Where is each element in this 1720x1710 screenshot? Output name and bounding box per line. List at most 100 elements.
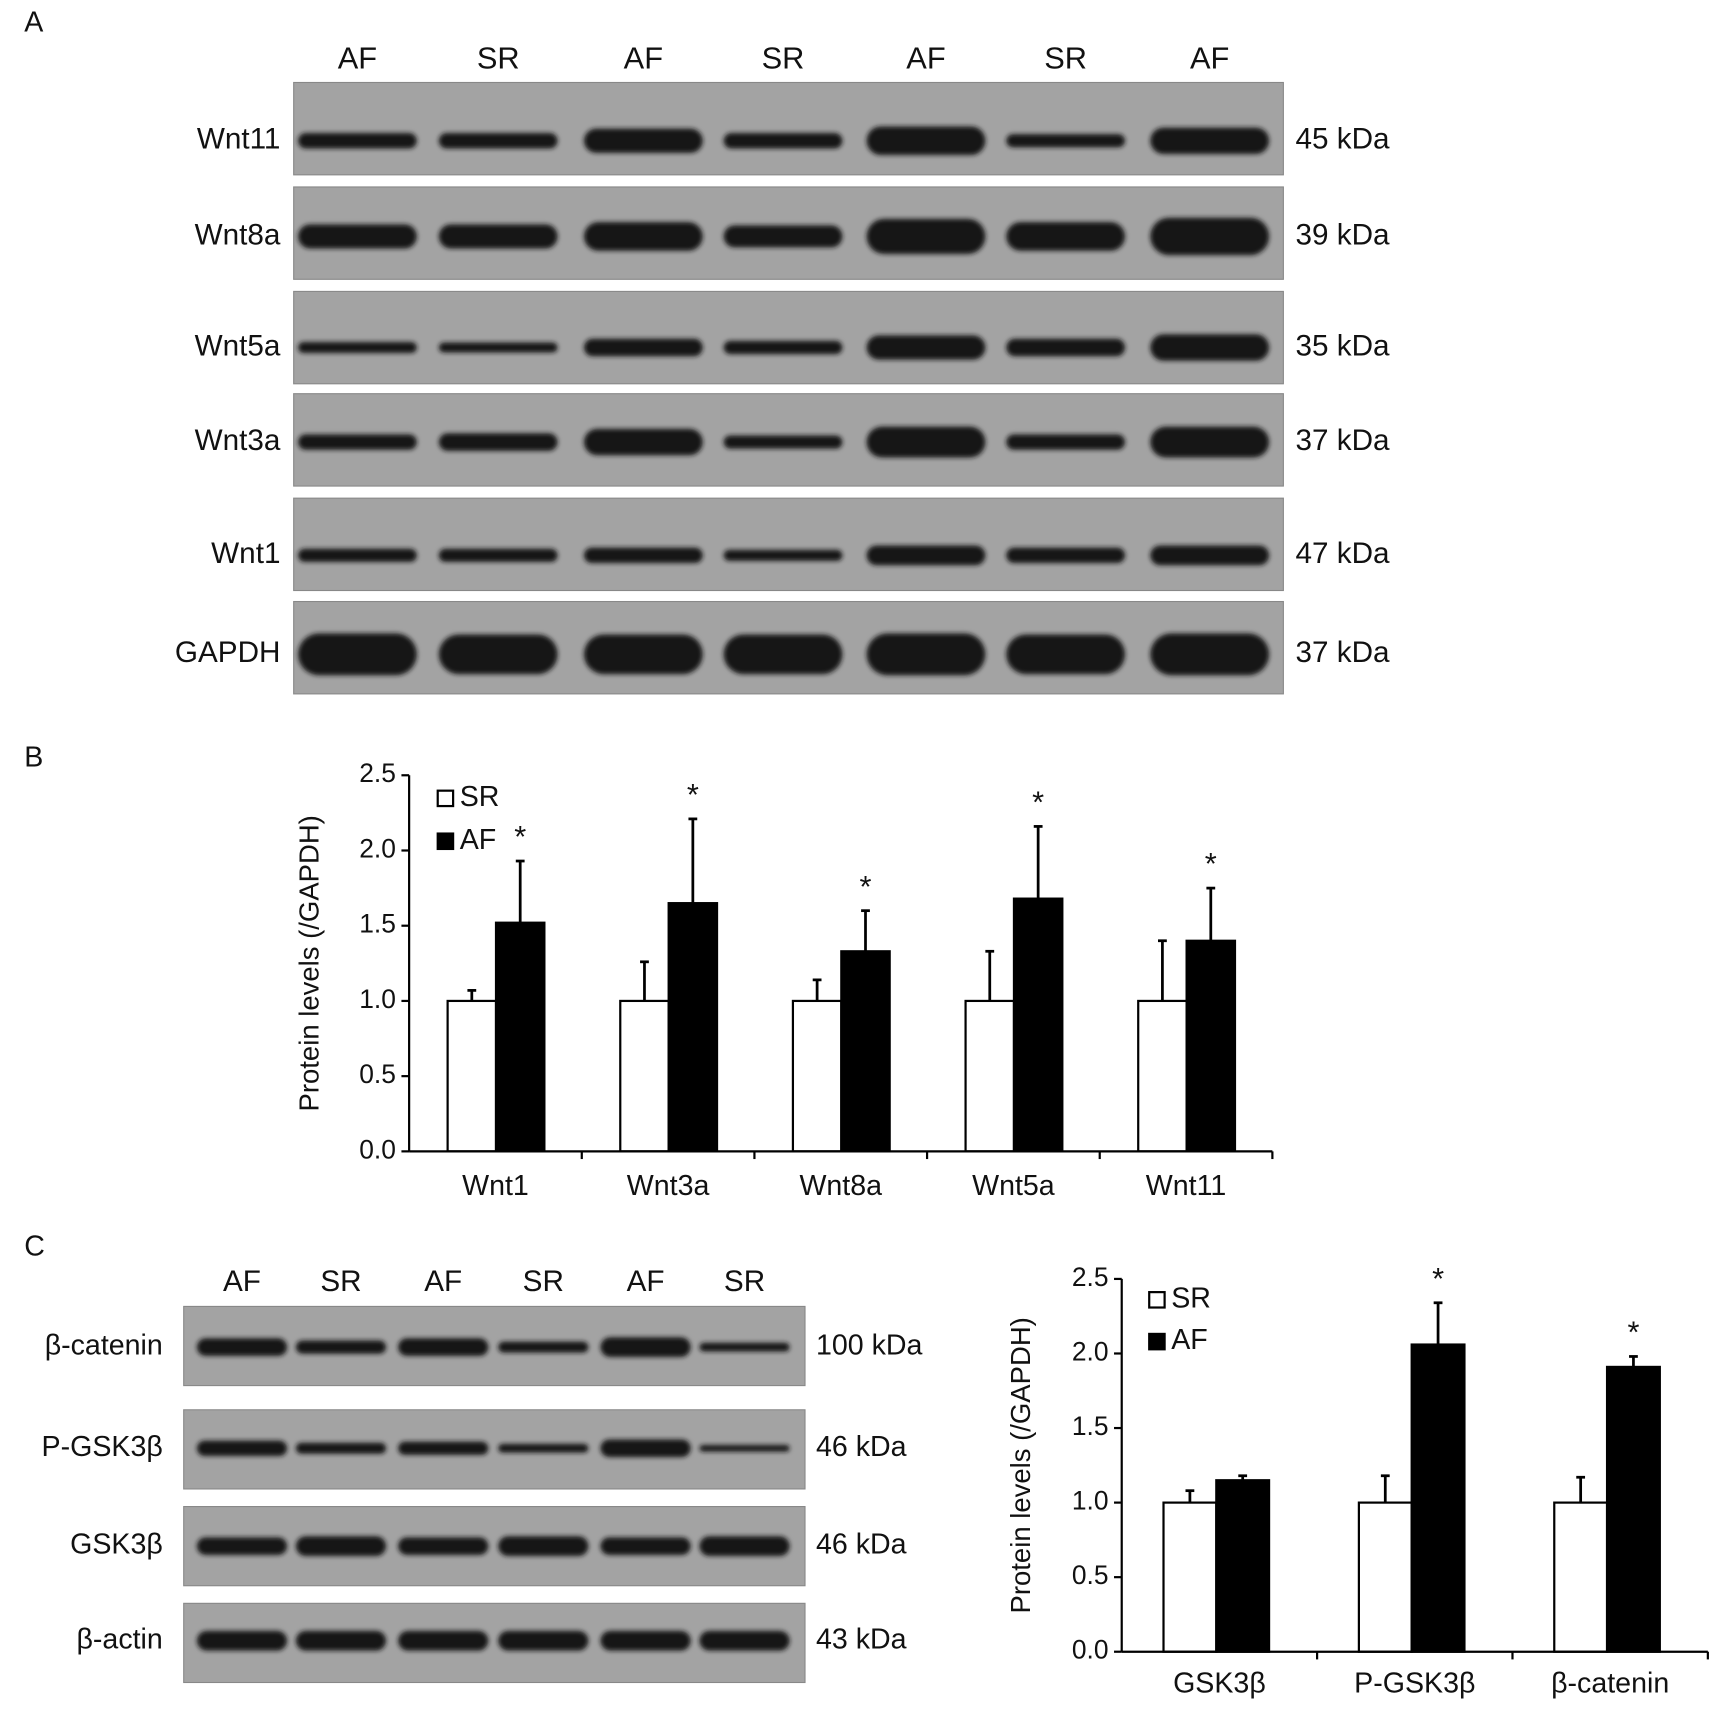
legend-label: AF xyxy=(460,824,497,856)
band xyxy=(583,128,703,153)
bar xyxy=(446,999,498,1153)
band xyxy=(1006,434,1126,450)
size-label: 46 kDa xyxy=(816,1431,907,1463)
y-tick-label: 2.5 xyxy=(1072,1262,1109,1292)
error-bar xyxy=(985,949,995,1001)
y-tick-label: 2.0 xyxy=(1072,1336,1109,1366)
band xyxy=(298,342,417,353)
band xyxy=(398,1338,489,1356)
legend-label: SR xyxy=(1171,1282,1211,1314)
band xyxy=(298,434,417,450)
band xyxy=(295,1536,387,1557)
significance-mark: * xyxy=(514,819,526,854)
band xyxy=(498,1630,589,1651)
lane-label: SR xyxy=(762,41,805,76)
lane-label: AF xyxy=(906,41,945,76)
band xyxy=(295,1340,387,1354)
size-label: 37 kDa xyxy=(1295,424,1390,457)
lane-label: AF xyxy=(627,1265,665,1298)
band xyxy=(600,1337,691,1358)
lane-label: SR xyxy=(320,1265,361,1298)
x-tick-label: Wnt11 xyxy=(1146,1170,1226,1202)
bar xyxy=(964,999,1016,1153)
band xyxy=(600,1630,691,1651)
band xyxy=(196,1537,288,1555)
panel-label: B xyxy=(24,741,43,773)
significance-mark: * xyxy=(1627,1315,1639,1350)
panel-label: C xyxy=(24,1231,45,1263)
protein-label: Wnt11 xyxy=(197,123,281,156)
y-tick-label: 1.0 xyxy=(1072,1486,1109,1516)
band xyxy=(866,218,986,255)
bar xyxy=(840,950,891,1153)
error-bar xyxy=(861,909,870,952)
lane-label: SR xyxy=(1044,41,1087,76)
y-tick-label: 2.0 xyxy=(359,833,396,863)
size-label: 47 kDa xyxy=(1295,537,1390,570)
error-bar xyxy=(515,859,525,923)
band xyxy=(723,634,843,675)
band xyxy=(699,1444,790,1452)
band xyxy=(1150,545,1270,566)
size-label: 45 kDa xyxy=(1295,123,1390,156)
band xyxy=(398,1537,489,1555)
size-label: 100 kDa xyxy=(816,1330,923,1362)
bar xyxy=(1162,1501,1218,1653)
band xyxy=(699,1536,790,1557)
x-tick-label: Wnt5a xyxy=(972,1170,1055,1202)
band xyxy=(583,338,703,357)
x-tick-label: Wnt1 xyxy=(462,1170,529,1202)
panel-label: A xyxy=(24,7,43,39)
bar xyxy=(1185,939,1237,1153)
band xyxy=(498,1443,589,1453)
blot-strip xyxy=(293,81,1284,176)
lane-label: AF xyxy=(1190,41,1229,76)
band xyxy=(583,547,703,564)
lane-label: AF xyxy=(338,41,377,76)
protein-label: β-actin xyxy=(76,1623,162,1655)
bar xyxy=(791,999,843,1153)
band xyxy=(1150,127,1270,154)
size-label: 35 kDa xyxy=(1295,329,1390,362)
band xyxy=(438,548,558,562)
band xyxy=(583,634,703,675)
lane-label: AF xyxy=(424,1265,462,1298)
error-bar xyxy=(1380,1474,1390,1503)
y-tick-label: 0.0 xyxy=(359,1134,396,1164)
protein-label: Wnt1 xyxy=(211,537,280,570)
y-tick-label: 1.5 xyxy=(1072,1411,1109,1441)
band xyxy=(1006,634,1126,675)
lane-label: SR xyxy=(477,41,520,76)
significance-mark: * xyxy=(1205,846,1217,881)
x-tick-label: Wnt3a xyxy=(627,1170,710,1202)
error-bar xyxy=(1033,825,1043,899)
x-tick-label: Wnt8a xyxy=(799,1170,882,1202)
band xyxy=(298,548,417,562)
error-bar xyxy=(1576,1475,1586,1503)
band xyxy=(723,340,843,355)
bar xyxy=(1357,1501,1413,1653)
band xyxy=(398,1630,489,1651)
y-axis-label: Protein levels (/GAPDH) xyxy=(294,815,325,1111)
significance-mark: * xyxy=(1032,785,1044,820)
band xyxy=(398,1441,489,1455)
band xyxy=(298,133,417,149)
band xyxy=(699,1342,790,1352)
y-axis-label: Protein levels (/GAPDH) xyxy=(1005,1317,1036,1613)
bar xyxy=(1137,999,1188,1153)
band xyxy=(600,1439,691,1458)
band xyxy=(438,133,558,149)
band xyxy=(1006,134,1126,148)
band xyxy=(196,1440,288,1456)
size-label: 37 kDa xyxy=(1295,636,1390,669)
error-bar xyxy=(1206,886,1216,941)
band xyxy=(723,225,843,248)
band xyxy=(866,545,986,566)
x-tick-label: P-GSK3β xyxy=(1354,1667,1475,1699)
y-tick-label: 1.0 xyxy=(359,984,396,1014)
protein-label: Wnt3a xyxy=(195,424,281,457)
size-label: 39 kDa xyxy=(1295,218,1390,251)
lane-label: SR xyxy=(523,1265,564,1298)
legend-label: AF xyxy=(1171,1324,1208,1356)
